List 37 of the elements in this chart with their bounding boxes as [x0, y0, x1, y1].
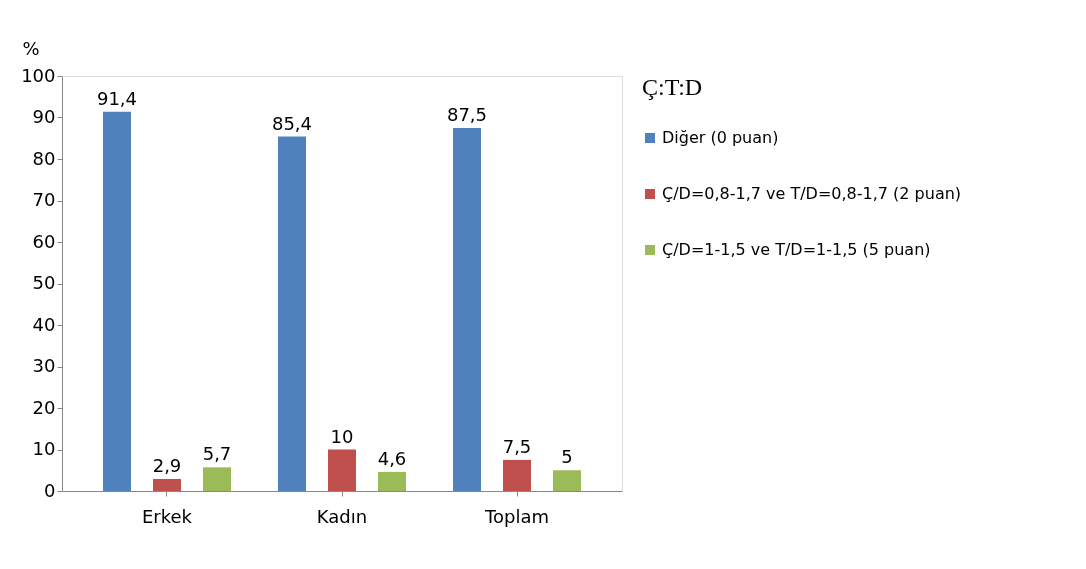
y-tick-label: 80 — [32, 147, 56, 169]
data-label: 85,4 — [271, 112, 313, 134]
data-label: 91,4 — [96, 87, 138, 109]
legend-label: Ç/D=1-1,5 ve T/D=1-1,5 (5 puan) — [662, 240, 931, 259]
data-label: 5 — [561, 446, 573, 468]
bar — [153, 478, 181, 491]
y-tick-label: 0 — [44, 479, 56, 501]
data-label: 5,7 — [202, 443, 232, 465]
y-tick-label: 70 — [32, 189, 56, 210]
y-tick-label: 20 — [32, 396, 56, 418]
data-label: 7,5 — [502, 435, 532, 457]
legend-label: Diğer (0 puan) — [662, 128, 779, 147]
y-tick-label: 90 — [32, 106, 56, 127]
bar — [503, 459, 531, 491]
bar — [378, 471, 406, 491]
y-tick-label: 40 — [32, 313, 56, 335]
data-label: 10 — [330, 425, 354, 447]
bar — [453, 127, 481, 491]
bar — [103, 111, 131, 491]
data-label: 87,5 — [446, 103, 488, 125]
bar — [278, 136, 306, 491]
y-tick-label: 30 — [32, 355, 56, 376]
y-tick-label: 100 — [21, 64, 56, 86]
bar — [328, 449, 356, 491]
x-tick-label: Toplam — [484, 505, 549, 527]
legend-title: Ç:T:D — [642, 74, 703, 100]
y-axis-title: % — [22, 37, 40, 59]
y-tick-label: 50 — [32, 272, 56, 293]
data-label: 4,6 — [377, 447, 407, 469]
data-label: 2,9 — [152, 454, 182, 476]
bar — [553, 470, 581, 491]
y-tick-label: 60 — [32, 230, 56, 252]
legend-label: Ç/D=0,8-1,7 ve T/D=0,8-1,7 (2 puan) — [662, 184, 962, 203]
x-tick-label: Erkek — [141, 505, 193, 527]
x-tick-label: Kadın — [316, 505, 368, 527]
y-tick-label: 10 — [32, 438, 56, 459]
bar — [203, 467, 231, 491]
